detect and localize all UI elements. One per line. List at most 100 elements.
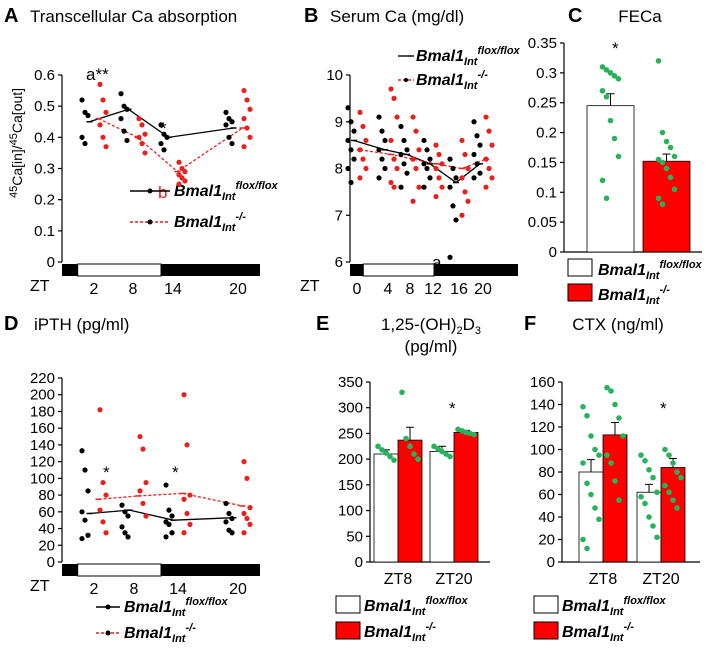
data-point-b-1 [391,184,397,190]
data-point-c-1 [659,129,666,136]
data-point-a-1 [136,116,142,122]
data-point-d-0 [82,467,88,473]
data-point-a-1 [136,134,142,140]
data-point-c-0 [599,64,606,70]
data-point-b-0 [401,161,407,167]
data-point-a-0 [79,134,85,140]
panel-label-c: C [568,5,582,27]
legend-d-ko: Bmal1Int-/- [124,622,196,645]
x-tick-label-e: ZT20 [435,571,472,588]
data-point-c-0 [615,153,622,160]
y-tick-label-b: 6 [335,254,343,271]
data-point-b-0 [345,105,351,111]
data-point-d-1 [143,479,149,486]
data-point-d-0 [85,532,91,538]
data-point-a-1 [103,109,109,115]
data-point-f-0 [592,505,598,511]
legend-c-wt: Bmal1Intflox/flox [598,259,703,282]
data-point-d-1 [100,519,106,525]
data-point-a-1 [244,125,250,131]
data-point-f-1 [604,452,610,458]
data-point-a-0 [118,116,124,122]
data-point-f-1 [666,452,672,458]
data-point-b-1 [388,179,394,186]
y-tick-label-c: 0.1 [536,184,557,201]
data-point-b-1 [436,151,442,158]
data-point-d-0 [166,521,172,527]
data-point-b-1 [483,114,489,120]
data-point-b-1 [360,156,366,162]
data-point-b-0 [447,254,453,260]
x-tick-label-d: 2 [90,581,99,598]
bar-e-0 [373,453,399,563]
y-tick-label-d: 160 [30,420,55,437]
x-tick-label-a: 14 [164,281,182,298]
data-point-f-1 [616,415,622,421]
timebar-dark-a [62,264,78,276]
data-point-d-0 [226,510,232,517]
data-point-a-1 [100,97,106,103]
data-point-a-1 [139,122,145,128]
data-point-a-1 [97,81,103,87]
y-tick-label-f: 120 [530,419,555,436]
data-point-f-0 [588,433,594,439]
data-point-a-1 [142,131,148,137]
y-tick-label-a: 0.1 [34,223,55,240]
y-tick-label-c: 0.05 [528,214,557,231]
data-point-b-1 [489,142,495,148]
data-point-f-1 [612,401,618,408]
data-point-b-0 [471,151,477,158]
x-tick-label-b: 16 [450,281,468,298]
chart-title-c: FECa [618,7,662,26]
data-point-a-0 [121,128,127,134]
data-point-d-1 [97,407,103,413]
data-point-b-1 [439,184,445,190]
chart-a: 0 0.1 0.2 0.3 0.4 0.5 0.6 2 8 14 20 [34,67,260,298]
data-point-f-1 [662,482,668,489]
bar-f-0 [636,491,662,563]
data-point-a-0 [158,122,164,128]
data-point-d-0 [125,534,131,540]
data-point-b-0 [382,165,388,172]
data-point-f-0 [642,457,648,464]
data-point-b-1 [486,128,492,134]
data-point-b-0 [398,184,404,190]
data-point-f-1 [620,433,626,439]
data-point-a-0 [229,140,235,147]
bar-c-0 [586,105,635,253]
data-point-e-0 [387,453,393,460]
data-point-a-1 [247,134,253,140]
y-tick-label-d: 100 [30,470,55,487]
data-point-a-1 [142,150,148,156]
data-point-f-0 [596,516,602,523]
data-point-d-0 [223,519,229,525]
y-tick-label-c: 0.15 [528,154,557,171]
mean-line-a-1 [98,118,243,173]
data-point-b-0 [424,165,430,172]
data-point-d-1 [181,392,187,398]
chart-title-b: Serum Ca (mg/dl) [330,7,464,26]
data-point-e-0 [447,453,453,460]
data-point-f-1 [666,489,672,496]
data-point-b-1 [410,198,416,204]
sig-b-a-14: b [158,183,167,202]
sig-star-d-8: * [103,463,110,482]
y-tick-label-d: 200 [30,387,55,404]
data-point-d-0 [119,524,125,530]
data-point-b-1 [391,156,397,162]
data-point-a-1 [176,181,182,187]
legend-e-wt: Bmal1Intflox/flox [364,595,469,618]
panel-label-f: F [524,313,536,335]
data-point-b-0 [477,142,483,148]
sig-star-c: * [612,39,619,58]
data-point-d-1 [137,488,143,494]
timebar-dark-night-d [161,564,260,576]
data-point-f-1 [616,497,622,503]
data-point-d-0 [79,509,85,515]
data-point-f-1 [604,384,610,391]
sig-star-e: * [449,399,456,418]
data-point-b-0 [351,128,357,134]
x-tick-label-d: 8 [130,581,139,598]
data-point-d-0 [125,513,131,519]
